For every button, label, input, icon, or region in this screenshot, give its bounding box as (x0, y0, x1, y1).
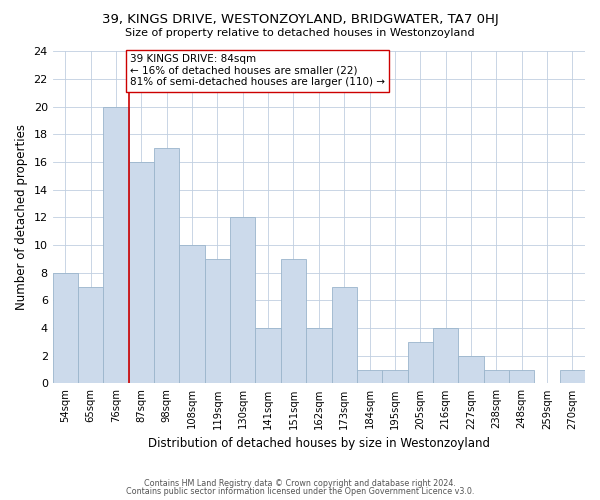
Bar (458, 356, 484, 384)
Y-axis label: Number of detached properties: Number of detached properties (15, 124, 28, 310)
Bar (103, 107, 129, 384)
X-axis label: Distribution of detached houses by size in Westonzoyland: Distribution of detached houses by size … (148, 437, 490, 450)
Bar (560, 370, 585, 384)
Bar (433, 328, 458, 384)
Bar (256, 328, 281, 384)
Bar (78, 286, 103, 384)
Text: Contains HM Land Registry data © Crown copyright and database right 2024.: Contains HM Land Registry data © Crown c… (144, 478, 456, 488)
Bar (382, 370, 407, 384)
Text: Size of property relative to detached houses in Westonzoyland: Size of property relative to detached ho… (125, 28, 475, 38)
Bar (281, 259, 306, 384)
Bar (179, 245, 205, 384)
Bar (205, 259, 230, 384)
Bar (154, 148, 179, 384)
Bar (332, 286, 357, 384)
Bar (357, 370, 382, 384)
Bar (407, 342, 433, 384)
Text: 39, KINGS DRIVE, WESTONZOYLAND, BRIDGWATER, TA7 0HJ: 39, KINGS DRIVE, WESTONZOYLAND, BRIDGWAT… (101, 12, 499, 26)
Bar (230, 218, 256, 384)
Text: Contains public sector information licensed under the Open Government Licence v3: Contains public sector information licen… (126, 487, 474, 496)
Bar (53, 273, 78, 384)
Text: 39 KINGS DRIVE: 84sqm
← 16% of detached houses are smaller (22)
81% of semi-deta: 39 KINGS DRIVE: 84sqm ← 16% of detached … (130, 54, 385, 88)
Bar (484, 370, 509, 384)
Bar (306, 328, 332, 384)
Bar (129, 162, 154, 384)
Bar (509, 370, 535, 384)
